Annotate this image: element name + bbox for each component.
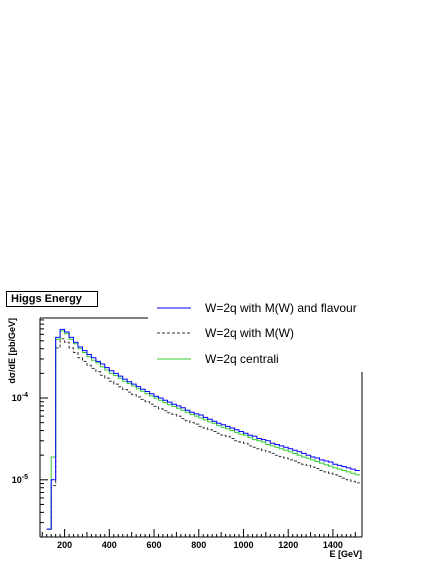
x-tick-label: 600 [147,540,162,550]
chart-legend: W=2q with M(W) and flavour W=2q with M(W)… [157,301,357,366]
legend-entry-2: W=2q centrali [205,352,279,366]
y-axis-label: dσ/dE [pb/GeV] [7,318,17,384]
x-tick-label: 200 [57,540,72,550]
y-tick-label: 10-5 [12,474,28,485]
series-layer [46,328,360,530]
x-tick-label: 1400 [323,540,343,550]
x-tick-label: 1200 [278,540,298,550]
x-tick-label: 1000 [233,540,253,550]
series-line-2 [46,330,360,530]
x-axis-label: E [GeV] [329,549,362,559]
series-line-1 [46,338,360,530]
y-tick-label: 10-4 [12,392,28,403]
chart-title: Higgs Energy [6,291,98,307]
x-tick-label: 400 [102,540,117,550]
legend-entry-0: W=2q with M(W) and flavour [205,301,357,315]
series-line-0 [46,328,360,530]
x-tick-label: 800 [191,540,206,550]
legend-entry-1: W=2q with M(W) [205,326,294,340]
